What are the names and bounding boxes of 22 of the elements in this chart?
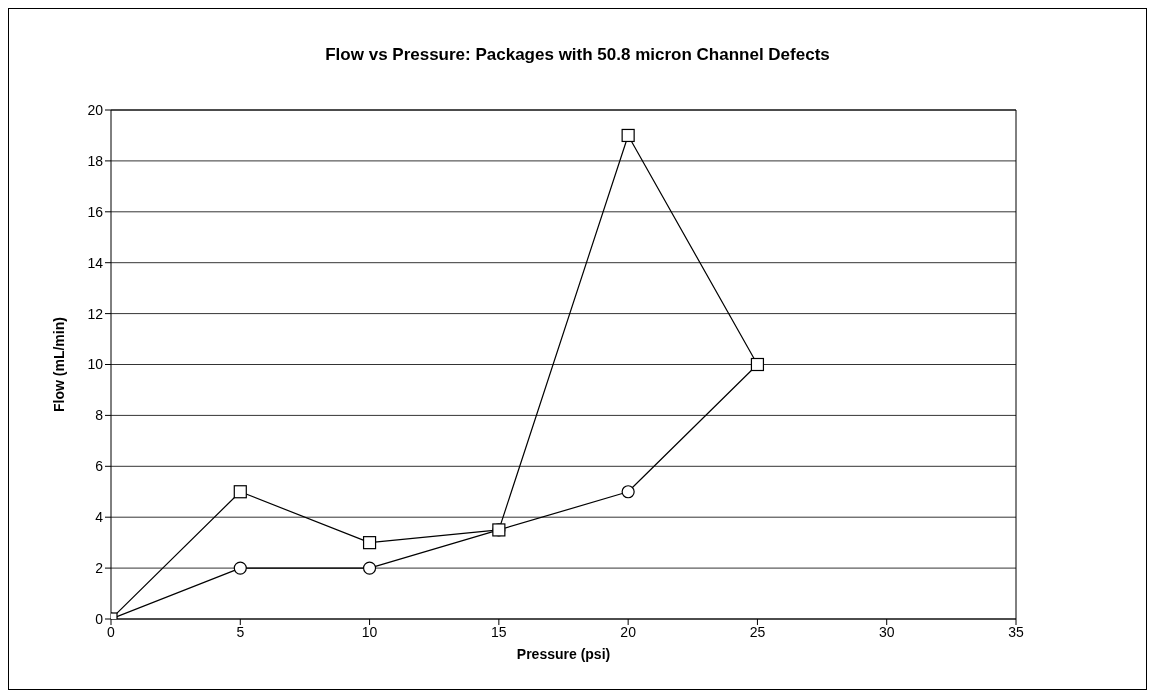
x-tick-label: 15 <box>491 623 507 640</box>
x-tick-label: 0 <box>107 623 116 640</box>
y-tick-label: 20 <box>87 101 104 118</box>
x-tick-label: 5 <box>236 623 245 640</box>
y-tick-label: 16 <box>87 203 104 220</box>
x-tick-label: 10 <box>361 623 378 640</box>
y-tick-label: 0 <box>95 610 104 627</box>
y-tick-label: 4 <box>95 509 104 526</box>
y-axis-title: Flow (mL/min) <box>50 317 67 412</box>
x-axis-title: Pressure (psi) <box>516 645 611 662</box>
y-tick-label: 18 <box>87 152 104 169</box>
y-tick-label: 2 <box>95 560 104 577</box>
x-tick-label: 25 <box>749 623 766 640</box>
x-tick-label: 20 <box>620 623 637 640</box>
y-tick-label: 12 <box>87 305 104 322</box>
chart-title: Flow vs Pressure: Packages with 50.8 micron Channel Defects <box>324 45 831 65</box>
x-tick-label: 30 <box>878 623 895 640</box>
x-tick-label: 35 <box>1008 623 1024 640</box>
y-tick-label: 8 <box>95 407 104 424</box>
y-tick-label: 10 <box>87 356 104 373</box>
y-tick-label: 6 <box>95 458 104 475</box>
y-tick-label: 14 <box>87 254 104 271</box>
